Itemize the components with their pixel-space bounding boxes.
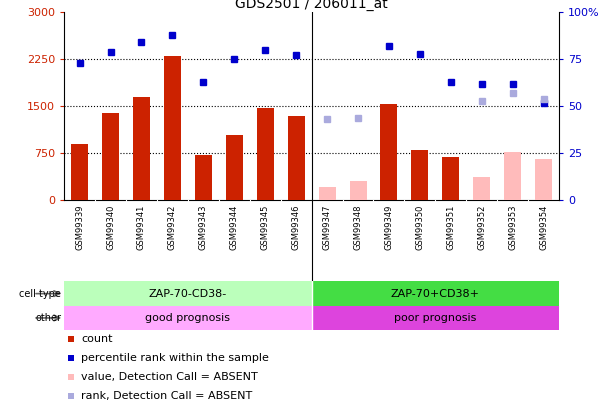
Bar — [504, 151, 521, 200]
Title: GDS2501 / 206011_at: GDS2501 / 206011_at — [235, 0, 388, 11]
Bar — [312, 306, 559, 330]
Text: GSM99348: GSM99348 — [354, 205, 362, 250]
Text: GSM99344: GSM99344 — [230, 205, 239, 250]
Text: GSM99340: GSM99340 — [106, 205, 115, 250]
Text: GSM99341: GSM99341 — [137, 205, 146, 250]
Bar — [381, 104, 397, 200]
Bar — [474, 177, 490, 200]
Text: other: other — [35, 313, 61, 323]
Text: ZAP-70+CD38+: ZAP-70+CD38+ — [391, 289, 480, 298]
Bar — [164, 56, 181, 200]
Text: GSM99342: GSM99342 — [168, 205, 177, 250]
Bar — [133, 97, 150, 200]
Text: GSM99347: GSM99347 — [323, 205, 332, 250]
Bar — [318, 187, 335, 200]
Text: value, Detection Call = ABSENT: value, Detection Call = ABSENT — [81, 372, 258, 382]
Text: GSM99350: GSM99350 — [415, 205, 425, 250]
Text: ZAP-70-CD38-: ZAP-70-CD38- — [148, 289, 227, 298]
Text: good prognosis: good prognosis — [145, 313, 230, 323]
Text: GSM99352: GSM99352 — [477, 205, 486, 250]
Bar — [535, 159, 552, 200]
Bar — [312, 281, 559, 306]
Text: GSM99354: GSM99354 — [539, 205, 548, 250]
Text: cell type: cell type — [19, 289, 61, 298]
Bar — [411, 150, 428, 200]
Bar — [102, 113, 119, 200]
Text: GSM99353: GSM99353 — [508, 205, 517, 250]
Text: GSM99346: GSM99346 — [291, 205, 301, 250]
Bar — [64, 281, 312, 306]
Text: GSM99351: GSM99351 — [446, 205, 455, 250]
Bar — [195, 155, 212, 200]
Text: GSM99345: GSM99345 — [261, 205, 269, 250]
Bar — [64, 306, 312, 330]
Bar — [226, 134, 243, 200]
Bar — [349, 181, 367, 200]
Text: GSM99339: GSM99339 — [75, 205, 84, 250]
Text: GSM99343: GSM99343 — [199, 205, 208, 250]
Bar — [257, 108, 274, 200]
Text: count: count — [81, 335, 113, 344]
Bar — [71, 144, 88, 200]
Text: rank, Detection Call = ABSENT: rank, Detection Call = ABSENT — [81, 391, 252, 401]
Bar — [442, 156, 459, 200]
Bar — [288, 116, 305, 200]
Text: percentile rank within the sample: percentile rank within the sample — [81, 353, 269, 363]
Text: poor prognosis: poor prognosis — [394, 313, 477, 323]
Text: GSM99349: GSM99349 — [384, 205, 393, 250]
